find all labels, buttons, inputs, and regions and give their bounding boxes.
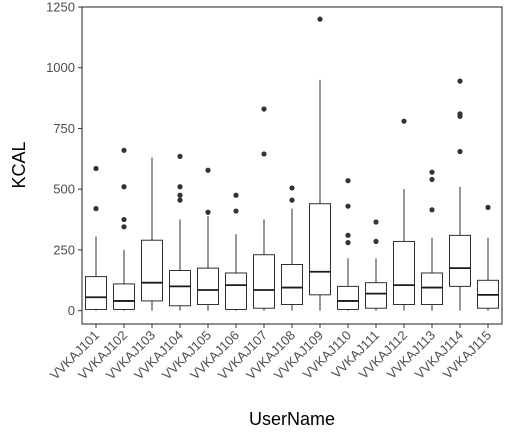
- y-tick-label: 500: [53, 182, 75, 197]
- iqr-box: [281, 264, 303, 306]
- box-group: [197, 167, 219, 311]
- iqr-box: [449, 234, 471, 287]
- box-group: [449, 78, 471, 311]
- outlier-point: [261, 151, 267, 157]
- iqr-box: [197, 267, 219, 306]
- box-group: [281, 185, 303, 311]
- outlier-point: [177, 184, 183, 190]
- outlier-point: [429, 207, 435, 213]
- outlier-point: [345, 178, 351, 184]
- outlier-point: [373, 238, 379, 245]
- outlier-point: [261, 106, 267, 112]
- box-group: [253, 106, 275, 311]
- iqr-box: [393, 240, 415, 306]
- outlier-point: [401, 118, 407, 124]
- outlier-point: [205, 209, 211, 215]
- iqr-box: [365, 282, 387, 309]
- y-tick-label: 250: [53, 242, 75, 257]
- outlier-point: [289, 185, 295, 191]
- box-group: [141, 157, 163, 311]
- outlier-point: [457, 78, 463, 84]
- iqr-box: [141, 239, 163, 302]
- iqr-box: [85, 276, 107, 310]
- outlier-point: [121, 147, 127, 153]
- y-tick-label: 1000: [46, 60, 75, 75]
- box-group: [337, 178, 359, 311]
- boxes-layer: [85, 16, 499, 311]
- outlier-point: [457, 148, 463, 155]
- outlier-point: [373, 219, 379, 225]
- y-tick-label: 0: [68, 303, 75, 318]
- outlier-point: [93, 165, 99, 172]
- box-group: [309, 16, 331, 311]
- outlier-point: [177, 197, 183, 203]
- box-group: [393, 118, 415, 311]
- box-group: [421, 169, 443, 311]
- iqr-box: [225, 272, 247, 310]
- y-axis: 0 250 500 750 1000 1250: [46, 0, 82, 318]
- box-group: [365, 219, 387, 311]
- y-tick-label: 750: [53, 121, 75, 136]
- outlier-point: [121, 216, 127, 223]
- outlier-point: [233, 208, 239, 214]
- outlier-point: [457, 113, 463, 119]
- outlier-point: [177, 153, 183, 159]
- x-axis-title: UserName: [249, 409, 335, 429]
- outlier-point: [345, 203, 351, 209]
- outlier-point: [121, 224, 127, 230]
- iqr-box: [253, 254, 275, 309]
- outlier-point: [317, 16, 323, 22]
- outlier-point: [345, 240, 351, 246]
- outlier-point: [177, 192, 183, 198]
- outlier-point: [121, 184, 127, 190]
- iqr-box: [113, 283, 135, 310]
- box-group: [477, 204, 499, 311]
- y-tick-label: 1250: [46, 0, 75, 15]
- box-group: [85, 165, 107, 311]
- outlier-point: [345, 232, 351, 238]
- outlier-point: [429, 176, 435, 183]
- outlier-point: [429, 169, 435, 175]
- box-group: [225, 192, 247, 311]
- outlier-point: [233, 192, 239, 198]
- x-axis: VVKAJ101VVKAJ102VVKAJ103VVKAJ104VVKAJ105…: [47, 324, 494, 383]
- outlier-point: [289, 197, 295, 203]
- outlier-point: [485, 204, 491, 211]
- y-axis-title: KCAL: [9, 141, 29, 188]
- box-group: [113, 147, 135, 311]
- outlier-point: [93, 206, 99, 212]
- iqr-box: [169, 270, 191, 307]
- iqr-box: [309, 203, 331, 296]
- box-group: [169, 153, 191, 311]
- iqr-box: [337, 285, 359, 310]
- iqr-box: [421, 272, 443, 306]
- outlier-point: [205, 167, 211, 173]
